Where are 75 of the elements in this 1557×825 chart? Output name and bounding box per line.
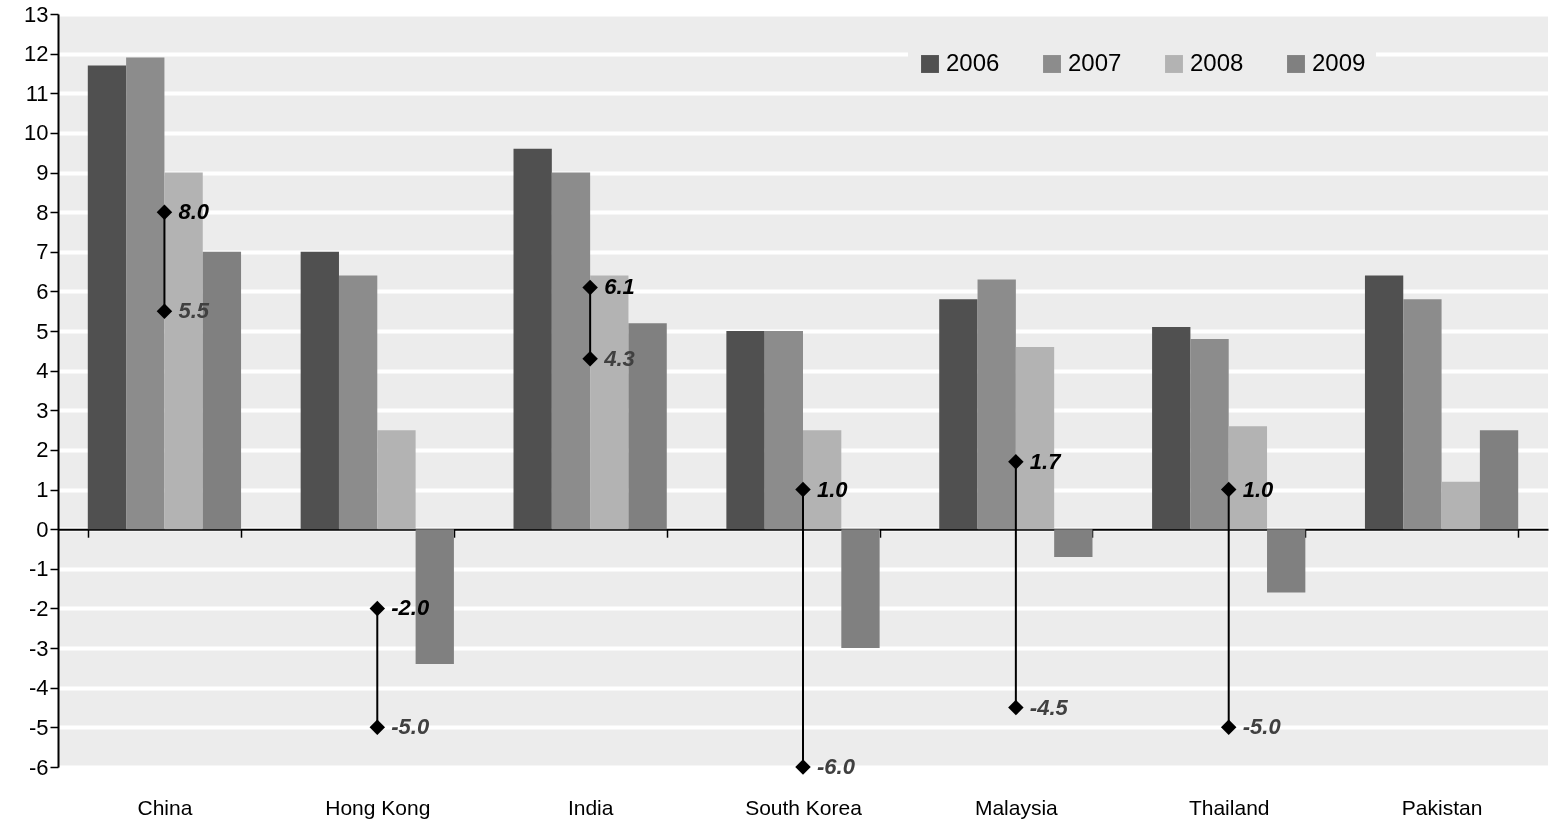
point [795, 481, 811, 498]
y-tick-label: 10 [24, 120, 49, 146]
legend-label: 2008 [1190, 49, 1244, 76]
bar [726, 331, 765, 530]
bar [977, 279, 1016, 530]
x-tick-label: Hong Kong [325, 795, 431, 819]
y-tick-label: 3 [36, 397, 49, 423]
x-tick-label: India [567, 795, 614, 819]
y-tick-label: 0 [36, 516, 49, 542]
y-tick-label: -5 [28, 714, 49, 740]
bar [1152, 327, 1191, 530]
point [1008, 454, 1024, 470]
point [1220, 719, 1237, 736]
legend-label: 2006 [946, 49, 1000, 76]
annotation: 1.7 [1029, 448, 1063, 474]
point [582, 279, 598, 296]
annotation: -6.0 [817, 754, 856, 779]
annotation: 5.5 [178, 298, 210, 324]
point [369, 719, 386, 736]
point [1220, 481, 1237, 498]
bar [1054, 529, 1093, 557]
bar [338, 275, 378, 530]
y-tick-label: 7 [36, 239, 49, 265]
bar [939, 299, 978, 530]
bar [1267, 529, 1306, 593]
y-tick-label: 5 [36, 318, 49, 344]
annotation: 1.0 [817, 476, 849, 502]
point [795, 759, 811, 775]
bar [300, 251, 339, 530]
annotation: -4.5 [1029, 694, 1069, 720]
bar [841, 529, 880, 649]
y-tick-label: 2 [36, 437, 49, 463]
point [156, 204, 173, 220]
bar [513, 148, 552, 530]
legend-label: 2007 [1068, 49, 1122, 76]
x-tick-label: Thailand [1188, 795, 1270, 819]
point [1008, 699, 1024, 716]
y-tick-label: 13 [24, 1, 49, 27]
legend-label: 2009 [1312, 49, 1366, 76]
y-tick-label: -4 [28, 675, 49, 701]
point [156, 303, 173, 319]
y-tick-label: 1 [36, 477, 49, 503]
bar [126, 57, 165, 530]
x-tick-label: South Korea [745, 795, 863, 819]
y-tick-label: -2 [28, 595, 49, 621]
bar [1364, 275, 1404, 530]
y-tick-label: 12 [24, 41, 49, 67]
annotation: 8.0 [178, 199, 210, 225]
y-tick-label: -1 [28, 556, 49, 582]
x-tick-label: China [137, 795, 193, 819]
point [369, 600, 386, 617]
bar [1441, 481, 1480, 530]
y-tick-label: -3 [28, 635, 49, 661]
annotation: -2.0 [391, 595, 430, 621]
x-tick-label: Pakistan [1401, 795, 1483, 819]
bar [377, 430, 416, 530]
y-tick-label: 11 [25, 80, 49, 106]
y-tick-label: -6 [28, 754, 49, 780]
bar [1403, 299, 1442, 530]
bar [764, 331, 803, 530]
y-tick-label: 8 [36, 199, 49, 225]
y-tick-label: 6 [36, 278, 49, 304]
bar [1190, 338, 1229, 530]
y-tick-label: 4 [36, 358, 49, 384]
bar [87, 65, 127, 530]
annotation: 6.1 [604, 274, 635, 300]
annotation: 4.3 [603, 345, 635, 371]
bar [551, 172, 591, 530]
y-tick-label: 9 [36, 160, 49, 186]
annotation: -5.0 [391, 714, 430, 740]
annotation: -5.0 [1242, 714, 1282, 740]
annotation: 1.0 [1242, 476, 1275, 502]
point [582, 351, 598, 367]
x-tick-label: Malaysia [974, 795, 1059, 819]
bar [1479, 430, 1519, 530]
